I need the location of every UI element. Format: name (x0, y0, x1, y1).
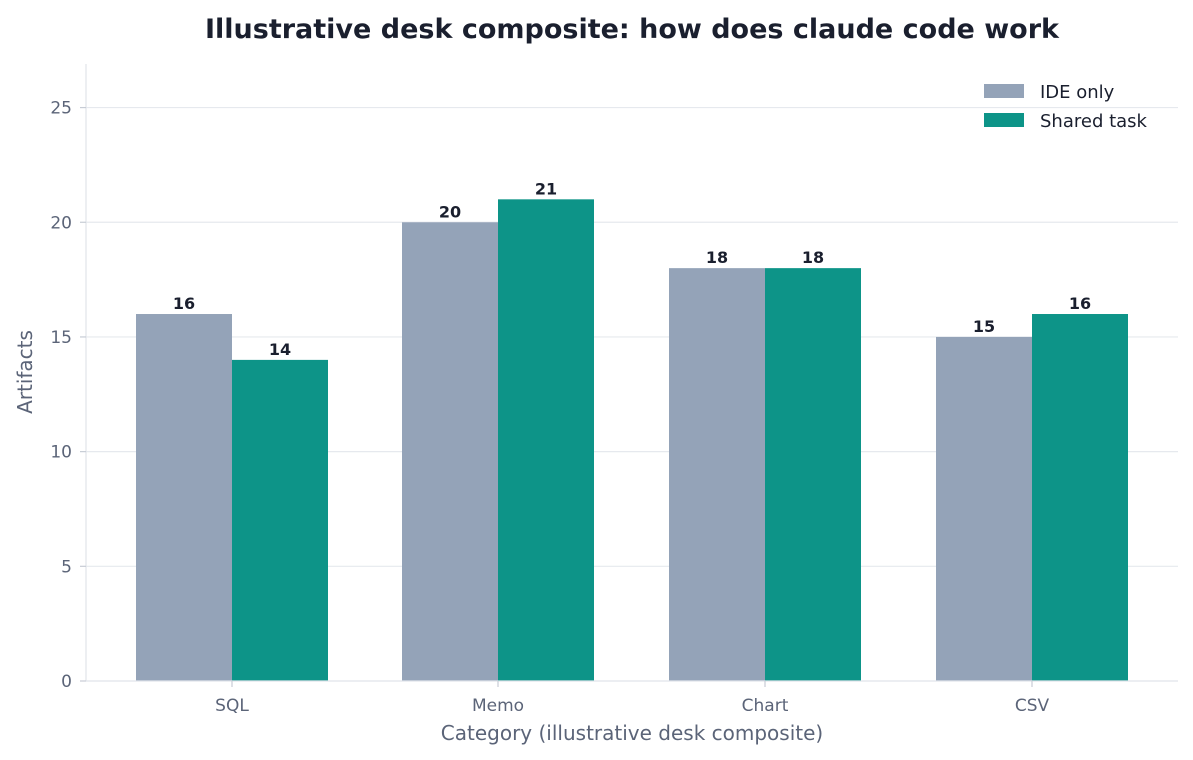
legend-swatch-shared-task (984, 113, 1024, 127)
data-labels: 16 20 18 15 14 21 18 16 (173, 179, 1091, 359)
y-tick-label: 10 (50, 443, 72, 463)
x-tick-label: SQL (215, 696, 249, 716)
y-tick-label: 5 (61, 557, 72, 577)
x-tick-label: CSV (1015, 696, 1050, 716)
data-label: 18 (706, 248, 728, 267)
chart-title: Illustrative desk composite: how does cl… (205, 14, 1060, 45)
y-ticks: 0 5 10 15 20 25 (50, 99, 86, 692)
bar-csv-shared-task (1032, 314, 1128, 681)
data-label: 16 (1069, 294, 1091, 313)
x-axis-label: Category (illustrative desk composite) (441, 721, 823, 745)
y-tick-label: 0 (61, 672, 72, 692)
y-tick-label: 20 (50, 213, 72, 233)
bar-csv-ide-only (936, 336, 1032, 681)
legend: IDE only Shared task (984, 82, 1148, 132)
bar-sql-ide-only (136, 314, 232, 681)
y-tick-label: 25 (50, 99, 72, 119)
data-label: 21 (535, 179, 557, 198)
bar-memo-shared-task (498, 199, 594, 681)
y-axis-label: Artifacts (13, 330, 37, 414)
axes (85, 64, 1178, 682)
bars (136, 199, 1128, 681)
data-label: 14 (269, 340, 291, 359)
data-label: 20 (439, 202, 461, 221)
data-label: 15 (973, 317, 995, 336)
data-label: 18 (802, 248, 824, 267)
bar-chart-shared-task (765, 268, 861, 681)
legend-label-ide-only: IDE only (1040, 82, 1115, 103)
bar-chart-ide-only (669, 268, 765, 681)
y-tick-label: 15 (50, 328, 72, 348)
x-tick-label: Memo (472, 696, 524, 716)
bar-sql-shared-task (232, 359, 328, 681)
legend-swatch-ide-only (984, 84, 1024, 98)
legend-label-shared-task: Shared task (1040, 111, 1148, 132)
data-label: 16 (173, 294, 195, 313)
bar-memo-ide-only (402, 222, 498, 681)
x-tick-label: Chart (742, 696, 789, 716)
x-ticks: SQL Memo Chart CSV (215, 681, 1050, 716)
